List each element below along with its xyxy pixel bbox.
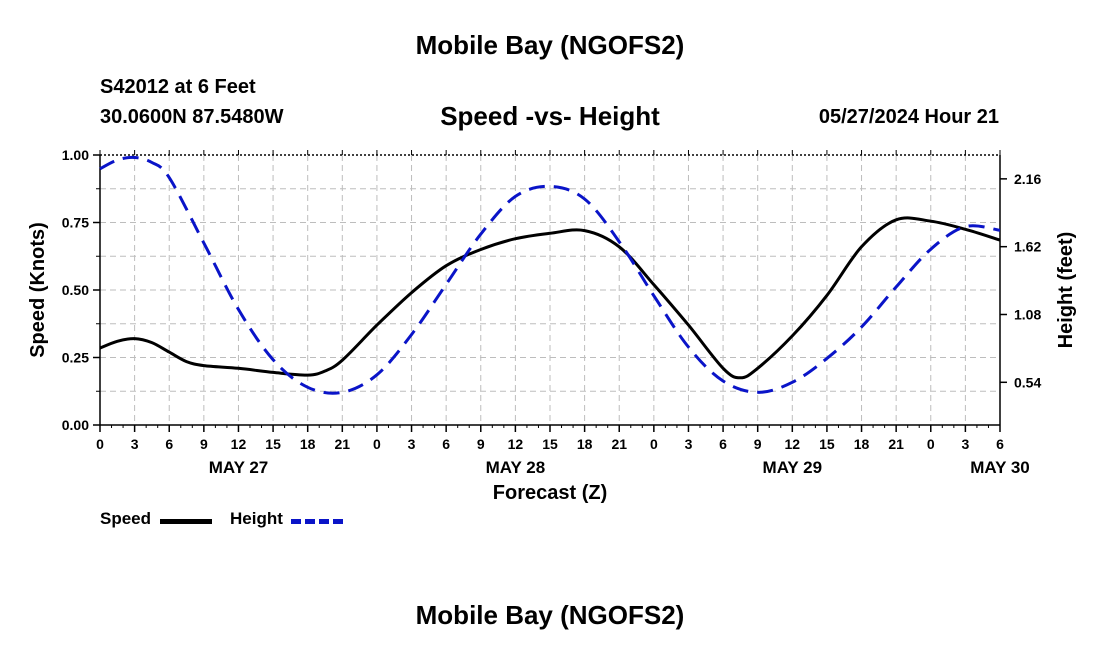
x-tick-label: 3	[961, 436, 969, 452]
x-tick-label: 21	[611, 436, 627, 452]
x-tick-label: 15	[265, 436, 281, 452]
x-tick-label: 9	[754, 436, 762, 452]
x-tick-label: 15	[542, 436, 558, 452]
x-tick-label: 9	[200, 436, 208, 452]
y2-tick-label: 2.16	[1014, 171, 1041, 187]
station-coordinates: 30.0600N 87.5480W	[100, 106, 284, 128]
x-tick-label: 12	[231, 436, 247, 452]
y-tick-label: 0.50	[62, 282, 89, 298]
y2-tick-label: 1.08	[1014, 306, 1041, 322]
x-tick-label: 6	[996, 436, 1004, 452]
x-tick-label: 3	[685, 436, 693, 452]
x-tick-label: 18	[300, 436, 316, 452]
x-tick-label: 0	[650, 436, 658, 452]
y2-tick-label: 1.62	[1014, 239, 1041, 255]
speed-series-line	[99, 216, 1001, 380]
y-tick-label: 0.25	[62, 350, 89, 366]
x-tick-label: 12	[785, 436, 801, 452]
legend-height-label: Height	[230, 509, 283, 528]
y-axis-label: Speed (Knots)	[27, 222, 49, 358]
chart-main-title: Mobile Bay (NGOFS2)	[415, 30, 685, 60]
y-tick-label: 0.00	[62, 417, 89, 433]
x-date-label: MAY 30	[970, 458, 1030, 477]
chart-footer-title: Mobile Bay (NGOFS2)	[415, 600, 685, 630]
station-label: S42012 at 6 Feet	[100, 76, 256, 98]
x-tick-label: 21	[335, 436, 351, 452]
legend-height-swatch	[291, 519, 343, 524]
x-tick-label: 21	[888, 436, 904, 452]
x-tick-label: 15	[819, 436, 835, 452]
x-tick-label: 18	[577, 436, 593, 452]
height-series-line	[99, 155, 1001, 395]
legend-speed-label: Speed	[100, 509, 152, 528]
legend-speed-swatch	[160, 519, 212, 524]
y2-tick-label: 0.54	[1014, 374, 1041, 390]
x-tick-label: 9	[477, 436, 485, 452]
chart-subtitle: Speed -vs- Height	[440, 101, 660, 131]
y2-axis-label: Height (feet)	[1055, 232, 1077, 349]
x-date-label: MAY 29	[763, 458, 823, 477]
x-date-label: MAY 27	[209, 458, 269, 477]
x-date-label: MAY 28	[486, 458, 546, 477]
x-tick-label: 3	[408, 436, 416, 452]
x-tick-label: 0	[927, 436, 935, 452]
x-tick-label: 6	[165, 436, 173, 452]
x-tick-label: 3	[131, 436, 139, 452]
x-tick-label: 6	[442, 436, 450, 452]
x-tick-label: 0	[373, 436, 381, 452]
x-tick-label: 0	[96, 436, 104, 452]
x-axis-label: Forecast (Z)	[492, 482, 608, 504]
y-tick-label: 0.75	[62, 215, 89, 231]
forecast-run-time: 05/27/2024 Hour 21	[818, 106, 999, 128]
x-tick-label: 12	[508, 436, 524, 452]
y-tick-label: 1.00	[62, 147, 89, 163]
x-tick-label: 6	[719, 436, 727, 452]
x-tick-label: 18	[854, 436, 870, 452]
